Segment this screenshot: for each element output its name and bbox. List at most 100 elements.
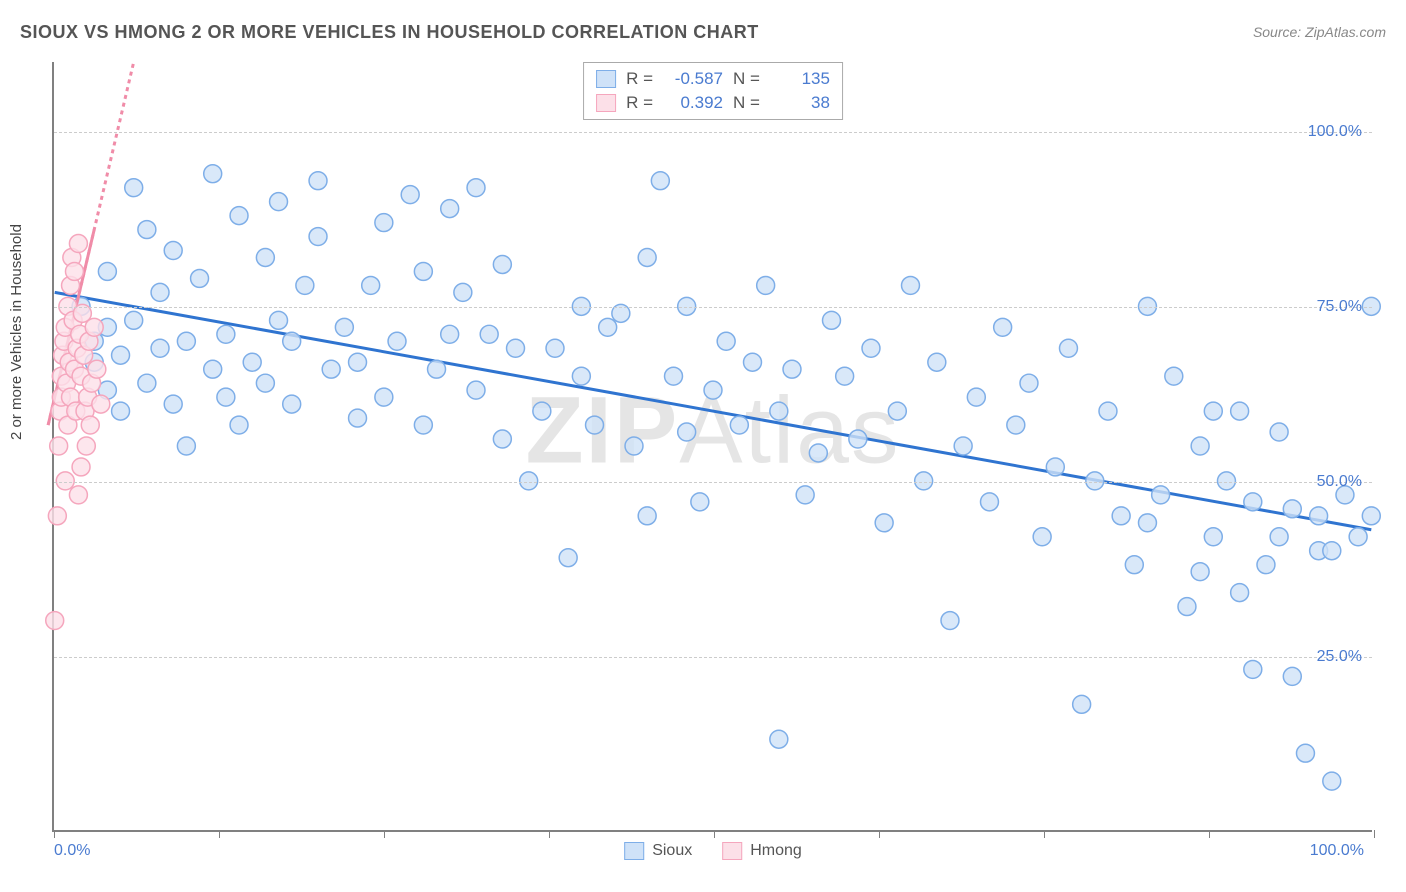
- data-point: [217, 325, 235, 343]
- data-point: [375, 388, 393, 406]
- data-point: [467, 381, 485, 399]
- data-point: [349, 409, 367, 427]
- data-point: [50, 437, 68, 455]
- data-point: [362, 276, 380, 294]
- data-point: [46, 612, 64, 630]
- data-point: [1244, 493, 1262, 511]
- data-point: [507, 339, 525, 357]
- data-point: [1257, 556, 1275, 574]
- data-point: [441, 325, 459, 343]
- data-point: [691, 493, 709, 511]
- data-point: [1244, 660, 1262, 678]
- data-point: [270, 193, 288, 211]
- data-point: [1007, 416, 1025, 434]
- data-point: [941, 612, 959, 630]
- data-point: [151, 339, 169, 357]
- data-point: [1296, 744, 1314, 762]
- data-point: [56, 472, 74, 490]
- data-point: [902, 276, 920, 294]
- y-axis-label: 2 or more Vehicles in Household: [8, 224, 25, 440]
- x-tick: [1374, 830, 1375, 838]
- data-point: [533, 402, 551, 420]
- data-point: [125, 179, 143, 197]
- data-point: [1323, 772, 1341, 790]
- data-point: [69, 486, 87, 504]
- data-point: [796, 486, 814, 504]
- data-point: [467, 179, 485, 197]
- n-value: 38: [770, 93, 830, 113]
- data-point: [1204, 402, 1222, 420]
- x-tick: [879, 830, 880, 838]
- x-tick: [54, 830, 55, 838]
- data-point: [230, 207, 248, 225]
- data-point: [493, 255, 511, 273]
- data-point: [296, 276, 314, 294]
- data-point: [256, 249, 274, 267]
- data-point: [454, 283, 472, 301]
- data-point: [401, 186, 419, 204]
- data-point: [81, 416, 99, 434]
- chart-title: SIOUX VS HMONG 2 OR MORE VEHICLES IN HOU…: [20, 22, 759, 42]
- x-axis-label-max: 100.0%: [1310, 842, 1364, 860]
- data-point: [177, 332, 195, 350]
- x-tick: [714, 830, 715, 838]
- data-point: [730, 416, 748, 434]
- data-point: [1362, 507, 1380, 525]
- data-point: [875, 514, 893, 532]
- legend-row: R =0.392N =38: [596, 91, 830, 115]
- legend-swatch: [596, 70, 616, 88]
- correlation-legend: R =-0.587N =135R =0.392N =38: [583, 62, 843, 120]
- data-point: [177, 437, 195, 455]
- data-point: [204, 360, 222, 378]
- data-point: [744, 353, 762, 371]
- data-point: [1310, 507, 1328, 525]
- data-point: [888, 402, 906, 420]
- legend-row: R =-0.587N =135: [596, 67, 830, 91]
- x-tick: [549, 830, 550, 838]
- data-point: [862, 339, 880, 357]
- data-point: [151, 283, 169, 301]
- legend-label: Hmong: [750, 842, 802, 860]
- data-point: [1152, 486, 1170, 504]
- data-point: [572, 367, 590, 385]
- data-point: [256, 374, 274, 392]
- r-label: R =: [626, 93, 653, 113]
- data-point: [1125, 556, 1143, 574]
- data-point: [994, 318, 1012, 336]
- data-point: [1086, 472, 1104, 490]
- data-point: [1283, 667, 1301, 685]
- data-point: [138, 374, 156, 392]
- data-point: [283, 332, 301, 350]
- data-point: [1073, 695, 1091, 713]
- data-point: [849, 430, 867, 448]
- data-point: [428, 360, 446, 378]
- data-point: [1099, 402, 1117, 420]
- data-point: [77, 437, 95, 455]
- legend-label: Sioux: [652, 842, 692, 860]
- data-point: [230, 416, 248, 434]
- x-axis-label-min: 0.0%: [54, 842, 90, 860]
- data-point: [1231, 584, 1249, 602]
- data-point: [1165, 367, 1183, 385]
- data-point: [1046, 458, 1064, 476]
- data-point: [283, 395, 301, 413]
- data-point: [309, 228, 327, 246]
- data-point: [480, 325, 498, 343]
- data-point: [112, 346, 130, 364]
- data-point: [770, 402, 788, 420]
- data-point: [1191, 437, 1209, 455]
- data-point: [48, 507, 66, 525]
- data-point: [349, 353, 367, 371]
- legend-swatch: [596, 94, 616, 112]
- data-point: [1020, 374, 1038, 392]
- data-point: [625, 437, 643, 455]
- n-value: 135: [770, 69, 830, 89]
- data-point: [586, 416, 604, 434]
- trend-line: [55, 292, 1372, 529]
- data-point: [599, 318, 617, 336]
- data-point: [651, 172, 669, 190]
- legend-item: Hmong: [722, 842, 802, 860]
- data-point: [1270, 423, 1288, 441]
- x-tick: [1044, 830, 1045, 838]
- n-label: N =: [733, 69, 760, 89]
